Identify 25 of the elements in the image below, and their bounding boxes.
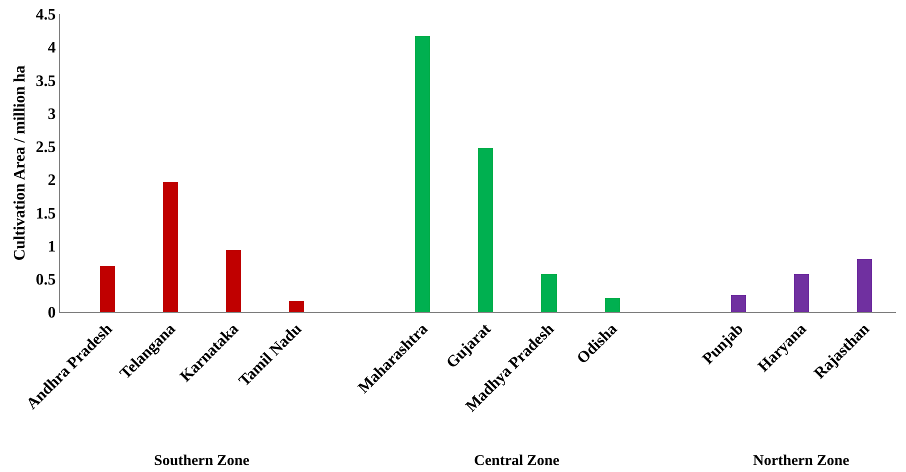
bar: [415, 36, 430, 312]
bar: [794, 274, 809, 312]
text: Southern Zone: [154, 453, 250, 469]
bar: [100, 266, 115, 312]
y-tick-label: 2.5: [36, 139, 56, 156]
bar: [226, 250, 241, 312]
y-tick-label: 1: [48, 238, 56, 256]
text: Central Zone: [474, 453, 560, 469]
y-axis-title: Cultivation Area / million ha: [12, 65, 29, 261]
bar: [289, 301, 304, 312]
bar: [541, 274, 557, 312]
y-tick-label: 1.5: [36, 205, 56, 222]
bar: [478, 148, 493, 312]
y-tick-label: 3: [48, 106, 56, 123]
y-tick-label: 2: [48, 172, 56, 190]
bar: [605, 298, 620, 312]
bar: [731, 295, 746, 312]
y-tick-label: 3.5: [36, 72, 56, 90]
y-tick-label: 4.5: [36, 6, 56, 24]
y-tick-label: 0: [48, 304, 56, 322]
bar: [857, 259, 872, 312]
y-tick-label: 0.5: [36, 271, 56, 288]
text: Northern Zone: [753, 453, 850, 469]
bar: [163, 182, 178, 312]
y-tick-label: 4: [48, 40, 56, 57]
